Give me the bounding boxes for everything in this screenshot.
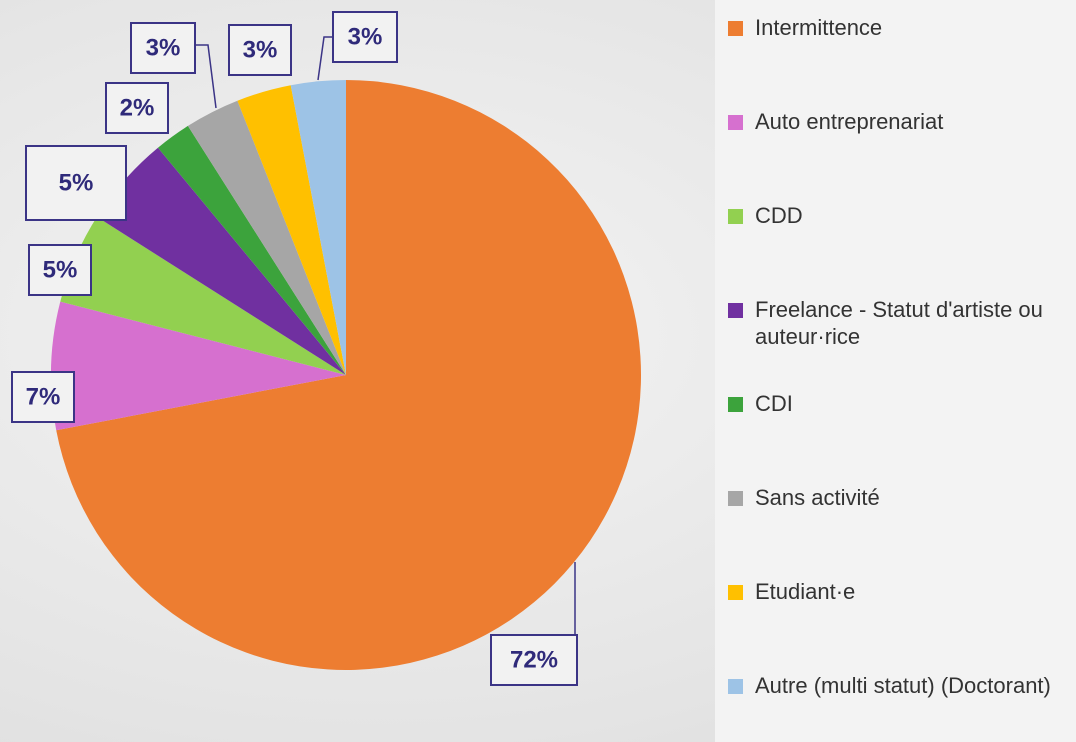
pie-slice: [51, 301, 346, 431]
legend-label: CDD: [755, 203, 803, 228]
legend-item: Autre (multi statut) (Doctorant): [728, 672, 1058, 699]
legend-label: Autre (multi statut) (Doctorant): [755, 673, 1051, 698]
data-label-box: [228, 24, 292, 76]
data-label-box: [332, 11, 398, 63]
legend-label: Auto entreprenariat: [755, 109, 944, 134]
pie-slice: [56, 80, 641, 670]
legend-label: Intermittence: [755, 15, 883, 40]
legend-label: Freelance - Statut d'artiste ou auteur·r…: [755, 297, 1043, 349]
legend-item: CDI: [728, 390, 1058, 417]
data-label-box: [490, 634, 578, 686]
data-label-box: [105, 82, 169, 134]
legend-panel: [715, 0, 1076, 742]
leader-line: [317, 36, 333, 81]
data-label: 72%: [510, 646, 558, 673]
legend-swatch: [728, 21, 743, 36]
data-label: 3%: [348, 23, 383, 50]
data-label-box: [130, 22, 196, 74]
legend-item: CDD: [728, 202, 1058, 229]
pie-slice: [187, 100, 346, 375]
legend-item: Sans activité: [728, 484, 1058, 511]
pie-slice: [290, 80, 346, 375]
legend-label: CDI: [755, 391, 793, 416]
data-label: 5%: [59, 169, 94, 196]
legend-swatch: [728, 491, 743, 506]
legend-item: Auto entreprenariat: [728, 108, 1058, 135]
pie-slice: [96, 147, 346, 375]
legend-swatch: [728, 115, 743, 130]
legend-label: Sans activité: [755, 485, 880, 510]
data-label-box: [25, 145, 127, 221]
chart: 72% 7% 5% 5% 2% 3% 3% 3%: [11, 11, 641, 686]
pie-slice: [60, 216, 346, 375]
legend-swatch: [728, 585, 743, 600]
legend-item: Intermittence: [728, 14, 1058, 41]
data-label: 3%: [146, 34, 181, 61]
legend-item: Freelance - Statut d'artiste ou auteur·r…: [728, 296, 1058, 350]
data-label: 5%: [43, 256, 78, 283]
pie-slice: [237, 85, 346, 376]
data-label-box: [11, 371, 75, 423]
data-label: 7%: [26, 383, 61, 410]
legend-label: Etudiant·e: [755, 579, 856, 604]
legend-swatch: [728, 397, 743, 412]
legend-swatch: [728, 679, 743, 694]
pie-slice: [157, 125, 346, 375]
legend-swatch: [728, 303, 743, 318]
data-label-box: [28, 244, 92, 296]
data-label: 2%: [120, 94, 155, 121]
data-label: 3%: [243, 36, 278, 63]
legend-swatch: [728, 209, 743, 224]
leader-line: [195, 44, 217, 109]
legend-item: Etudiant·e: [728, 578, 1058, 605]
